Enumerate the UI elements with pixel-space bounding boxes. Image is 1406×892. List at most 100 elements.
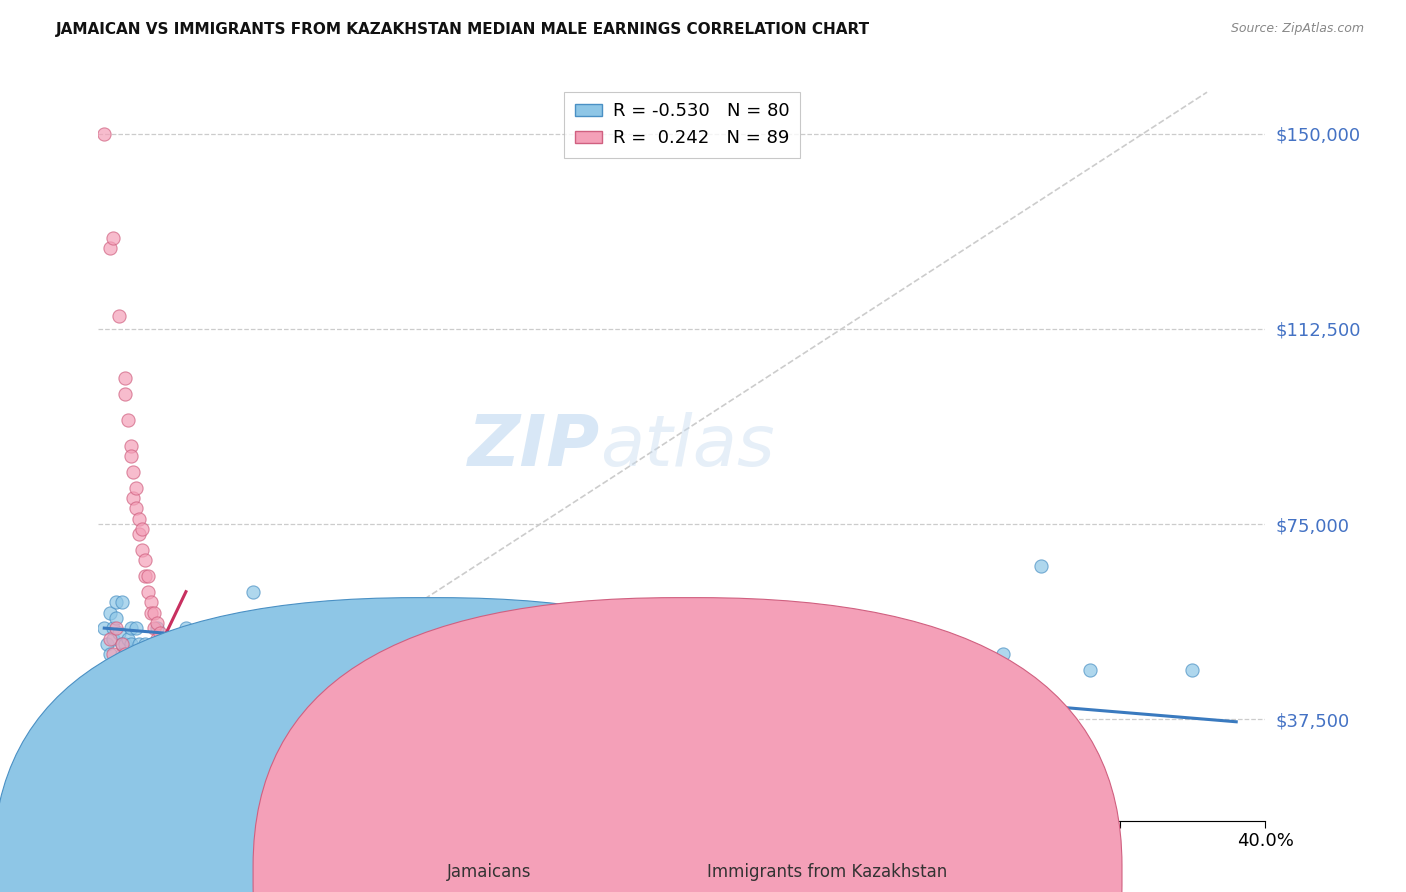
Point — [96, 637, 118, 651]
Point — [283, 621, 305, 635]
Point — [142, 621, 165, 635]
Point — [233, 735, 256, 749]
Point — [904, 678, 927, 692]
Point — [160, 657, 183, 672]
Point — [612, 647, 634, 661]
Point — [142, 657, 165, 672]
Point — [155, 657, 177, 672]
Point — [108, 309, 131, 323]
Point — [108, 657, 131, 672]
Text: atlas: atlas — [600, 411, 775, 481]
Point — [875, 637, 897, 651]
Point — [934, 657, 956, 672]
Point — [136, 663, 159, 677]
Point — [125, 621, 148, 635]
Legend: R = -0.530   N = 80, R =  0.242   N = 89: R = -0.530 N = 80, R = 0.242 N = 89 — [564, 92, 800, 158]
Point — [633, 637, 655, 651]
Point — [131, 522, 153, 536]
Point — [166, 689, 188, 703]
Text: JAMAICAN VS IMMIGRANTS FROM KAZAKHSTAN MEDIAN MALE EARNINGS CORRELATION CHART: JAMAICAN VS IMMIGRANTS FROM KAZAKHSTAN M… — [56, 22, 870, 37]
Point — [174, 705, 197, 719]
Point — [825, 678, 848, 692]
Point — [117, 751, 139, 765]
Point — [134, 637, 156, 651]
Point — [104, 621, 127, 635]
Point — [122, 465, 145, 479]
Point — [104, 611, 127, 625]
Point — [122, 762, 145, 776]
Point — [146, 683, 169, 698]
Point — [155, 637, 177, 651]
Point — [108, 626, 131, 640]
Point — [104, 731, 127, 745]
Point — [117, 657, 139, 672]
Point — [120, 756, 142, 771]
Point — [122, 657, 145, 672]
Point — [174, 694, 197, 708]
Point — [160, 694, 183, 708]
Point — [262, 611, 284, 625]
Point — [516, 637, 538, 651]
Point — [101, 231, 124, 245]
Point — [134, 569, 156, 583]
Point — [169, 683, 191, 698]
Point — [134, 553, 156, 567]
Point — [416, 637, 439, 651]
Point — [125, 657, 148, 672]
Point — [152, 647, 174, 661]
Point — [108, 673, 131, 688]
Point — [122, 491, 145, 505]
Point — [146, 621, 169, 635]
Point — [96, 714, 118, 729]
Point — [180, 637, 202, 651]
Point — [93, 621, 115, 635]
Point — [172, 689, 194, 703]
Point — [700, 637, 723, 651]
Point — [114, 637, 136, 651]
Point — [650, 611, 672, 625]
Point — [98, 241, 121, 255]
Point — [98, 720, 121, 734]
Point — [120, 439, 142, 453]
Point — [190, 657, 212, 672]
Point — [111, 740, 134, 755]
Point — [160, 663, 183, 677]
Point — [212, 657, 235, 672]
Point — [163, 673, 186, 688]
Point — [114, 647, 136, 661]
Point — [131, 647, 153, 661]
Point — [172, 699, 194, 714]
Point — [125, 481, 148, 495]
Point — [117, 632, 139, 646]
Point — [174, 705, 197, 719]
Point — [131, 543, 153, 558]
Point — [174, 621, 197, 635]
Point — [125, 501, 148, 516]
Point — [146, 632, 169, 646]
Point — [163, 683, 186, 698]
Point — [787, 647, 810, 661]
Point — [101, 647, 124, 661]
Point — [554, 621, 576, 635]
Point — [152, 637, 174, 651]
Point — [128, 637, 150, 651]
Point — [111, 647, 134, 661]
Point — [111, 637, 134, 651]
Point — [758, 615, 780, 630]
Point — [730, 606, 752, 620]
Point — [350, 611, 373, 625]
Point — [131, 657, 153, 672]
Point — [111, 637, 134, 651]
Point — [101, 725, 124, 739]
Point — [437, 621, 460, 635]
Point — [149, 642, 172, 657]
Point — [533, 647, 555, 661]
Point — [120, 621, 142, 635]
Point — [134, 673, 156, 688]
Point — [380, 615, 402, 630]
Point — [299, 637, 322, 651]
Point — [157, 657, 180, 672]
Point — [160, 647, 183, 661]
Point — [157, 668, 180, 682]
Point — [991, 647, 1014, 661]
